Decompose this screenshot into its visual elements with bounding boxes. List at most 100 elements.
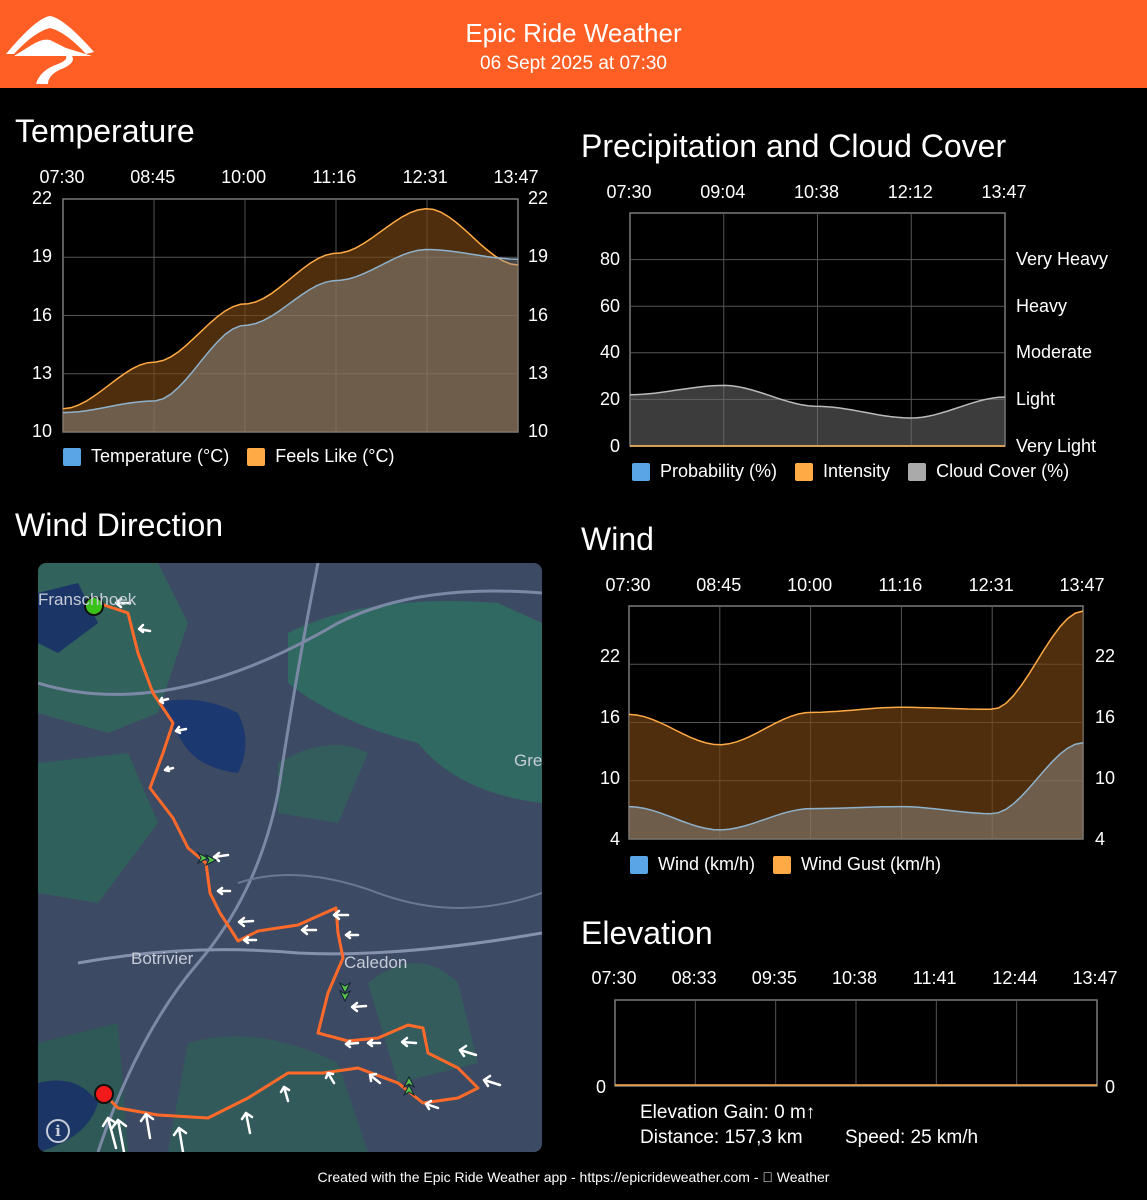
wind-gust-line [628, 610, 1084, 746]
swatch [908, 462, 927, 481]
legend-intensity: Intensity [795, 461, 890, 482]
temperature-time-tick: 13:47 [493, 167, 539, 187]
precipitation-y-tick: 40 [599, 342, 620, 362]
temperature-y-tick: 10 [528, 421, 549, 441]
temperature-line [62, 248, 519, 414]
precipitation-time-tick: 12:12 [887, 182, 933, 202]
temperature-time-tick: 12:31 [402, 167, 448, 187]
temperature-y-tick: 10 [31, 421, 52, 441]
cloud-cover-line [629, 384, 1006, 419]
legend-label: Wind Gust (km/h) [801, 854, 942, 874]
map-label-gre: Gre [514, 751, 542, 770]
precipitation-y-tick: 60 [599, 296, 620, 316]
wind-direction-title: Wind Direction [15, 507, 224, 543]
map-canvas [38, 563, 542, 1152]
swatch [795, 462, 814, 481]
wind-y-tick: 10 [599, 768, 620, 788]
wind-y-tick: 16 [599, 707, 620, 727]
wind-line [628, 742, 1084, 831]
elevation-time-tick: 11:41 [912, 968, 957, 988]
temperature-time-tick: 10:00 [221, 167, 267, 187]
temperature-y-tick: 16 [31, 305, 52, 325]
footer-credit: Created with the Epic Ride Weather app -… [318, 1169, 830, 1185]
swatch [630, 855, 648, 874]
wind-legend: Wind (km/h) Wind Gust (km/h) [630, 854, 959, 875]
intensity-tick: Very Light [1016, 436, 1097, 456]
wind-time-tick: 07:30 [605, 575, 651, 595]
temperature-y-tick: 22 [31, 188, 52, 208]
legend-probability: Probability (%) [632, 461, 777, 482]
precipitation-chart [629, 212, 1006, 447]
feels-like-line [62, 207, 519, 410]
temperature-area [63, 249, 518, 432]
mountain-road-logo-icon [6, 16, 94, 84]
temperature-y-tick: 13 [31, 363, 52, 383]
precipitation-time-tick: 13:47 [981, 182, 1027, 202]
swatch [247, 447, 266, 466]
precipitation-y-tick: 80 [599, 249, 620, 269]
temperature-y-tick: 22 [528, 188, 549, 208]
swatch [63, 447, 81, 466]
wind-title: Wind [581, 521, 654, 557]
elevation-time-tick: 13:47 [1072, 968, 1118, 988]
temperature-time-tick: 08:45 [130, 167, 176, 187]
elevation-gain: Elevation Gain: 0 m↑ [640, 1102, 816, 1123]
temperature-legend: Temperature (°C) Feels Like (°C) [63, 446, 412, 467]
precipitation-y-tick: 20 [599, 389, 620, 409]
legend-cloud-cover: Cloud Cover (%) [908, 461, 1069, 482]
legend-wind: Wind (km/h) [630, 854, 755, 875]
wind-chart [628, 605, 1084, 840]
wind-y-tick: 16 [1095, 707, 1116, 727]
legend-feels-like: Feels Like (°C) [247, 446, 394, 467]
intensity-tick: Light [1016, 389, 1056, 409]
legend-label: Wind (km/h) [658, 854, 756, 874]
precipitation-title: Precipitation and Cloud Cover [581, 128, 1007, 164]
wind-area [629, 742, 1083, 839]
ride-distance: Distance: 157,3 km [640, 1127, 803, 1148]
intensity-tick: Heavy [1016, 296, 1068, 316]
wind-gust-area [629, 611, 1083, 839]
map-label-botrivier: Botrivier [131, 949, 194, 968]
temperature-time-tick: 07:30 [39, 167, 85, 187]
wind-y-tick: 22 [599, 646, 620, 666]
wind-time-tick: 12:31 [968, 575, 1014, 595]
intensity-tick: Very Heavy [1016, 249, 1109, 269]
map-label-caledon: Caledon [344, 953, 408, 972]
precipitation-time-tick: 07:30 [606, 182, 652, 202]
map-info-icon[interactable]: i [46, 1119, 70, 1143]
cloud-cover-area [630, 385, 1005, 446]
elevation-title: Elevation [581, 915, 713, 951]
app-title: Epic Ride Weather [465, 18, 682, 48]
elevation-y-tick-right: 0 [1105, 1077, 1116, 1097]
wind-time-tick: 11:16 [878, 575, 923, 595]
precipitation-time-tick: 09:04 [700, 182, 746, 202]
precipitation-y-tick: 0 [609, 436, 620, 456]
temperature-chart [62, 198, 519, 433]
elevation-time-tick: 07:30 [591, 968, 637, 988]
elevation-y-tick-left: 0 [596, 1077, 607, 1097]
wind-y-tick: 4 [609, 829, 620, 849]
wind-y-tick: 4 [1095, 829, 1106, 849]
temperature-y-tick: 19 [31, 246, 52, 266]
temperature-y-tick: 16 [528, 305, 549, 325]
wind-y-tick: 22 [1095, 646, 1116, 666]
legend-temperature: Temperature (°C) [63, 446, 229, 467]
wind-y-tick: 10 [1095, 768, 1116, 788]
swatch [632, 462, 650, 481]
legend-label: Temperature (°C) [91, 446, 230, 466]
legend-wind-gust: Wind Gust (km/h) [773, 854, 941, 875]
wind-time-tick: 10:00 [787, 575, 833, 595]
ride-datetime: 06 Sept 2025 at 07:30 [480, 53, 667, 74]
route-map[interactable]: Franschhoek Gre Botrivier Caledon i [38, 563, 542, 1152]
temperature-y-tick: 19 [528, 246, 549, 266]
precipitation-time-tick: 10:38 [793, 182, 840, 202]
map-label-franschhoek: Franschhoek [38, 590, 137, 609]
precipitation-legend: Probability (%) Intensity Cloud Cover (%… [632, 461, 1069, 482]
wind-time-tick: 13:47 [1059, 575, 1105, 595]
legend-label: Intensity [823, 461, 891, 481]
elevation-chart [614, 999, 1098, 1087]
temperature-y-tick: 13 [528, 363, 549, 383]
swatch [773, 855, 792, 874]
ride-speed: Speed: 25 km/h [845, 1127, 979, 1148]
feels-like-area [63, 208, 518, 432]
